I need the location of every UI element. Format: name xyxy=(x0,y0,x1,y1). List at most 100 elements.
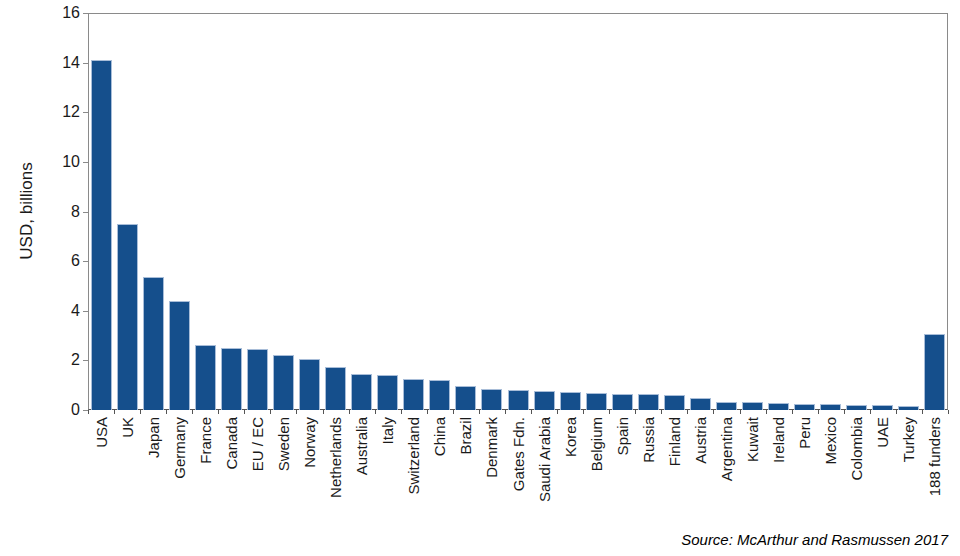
x-axis-label: Colombia xyxy=(848,417,865,480)
bar xyxy=(351,374,372,410)
x-tick-mark xyxy=(609,410,610,414)
x-tick-mark xyxy=(270,410,271,414)
x-tick-mark xyxy=(505,410,506,414)
x-axis-label: Sweden xyxy=(275,417,292,471)
bar xyxy=(612,394,633,410)
y-tick-label: 8 xyxy=(36,203,80,221)
x-axis-label: Mexico xyxy=(822,417,839,465)
bar xyxy=(481,389,502,410)
x-tick-mark xyxy=(427,410,428,414)
bar xyxy=(924,334,945,410)
x-axis-label: Russia xyxy=(640,417,657,463)
bar xyxy=(664,395,685,410)
y-tick-label: 14 xyxy=(36,54,80,72)
bar xyxy=(820,404,841,410)
x-axis-label: UAE xyxy=(874,417,891,448)
y-tick-mark xyxy=(83,63,88,64)
x-axis-label: 188 funders xyxy=(926,417,943,496)
x-axis-label: Italy xyxy=(379,417,396,445)
x-tick-mark xyxy=(818,410,819,414)
bar xyxy=(898,406,919,410)
y-tick-label: 16 xyxy=(36,4,80,22)
x-tick-mark xyxy=(453,410,454,414)
bar xyxy=(377,375,398,410)
x-axis-label: Kuwait xyxy=(744,417,761,462)
x-axis-label: China xyxy=(431,417,448,456)
bar xyxy=(846,405,867,410)
y-tick-label: 10 xyxy=(36,153,80,171)
x-tick-mark xyxy=(713,410,714,414)
x-axis-label: France xyxy=(197,417,214,464)
x-tick-mark xyxy=(635,410,636,414)
x-axis-label: EU / EC xyxy=(249,417,266,471)
bar xyxy=(455,386,476,410)
x-axis-label: UK xyxy=(119,417,136,438)
x-tick-mark xyxy=(166,410,167,414)
x-tick-mark xyxy=(401,410,402,414)
bar xyxy=(91,60,112,410)
bar xyxy=(508,390,529,410)
y-axis-title: USD, billions xyxy=(17,162,37,259)
x-axis-label: Switzerland xyxy=(405,417,422,495)
bar xyxy=(534,391,555,410)
x-axis-label: Norway xyxy=(301,417,318,468)
x-axis-label: Finland xyxy=(666,417,683,466)
x-tick-mark xyxy=(740,410,741,414)
x-tick-mark xyxy=(192,410,193,414)
plot-area xyxy=(88,13,948,410)
bar xyxy=(221,348,242,410)
y-tick-mark xyxy=(83,13,88,14)
bar xyxy=(716,402,737,410)
bar xyxy=(586,393,607,410)
bar xyxy=(872,405,893,410)
y-tick-label: 2 xyxy=(36,351,80,369)
x-tick-mark xyxy=(661,410,662,414)
x-tick-mark xyxy=(349,410,350,414)
x-axis-label: Belgium xyxy=(588,417,605,471)
x-axis-label: Japan xyxy=(145,417,162,458)
y-tick-mark xyxy=(83,311,88,312)
x-tick-mark xyxy=(557,410,558,414)
y-tick-mark xyxy=(83,261,88,262)
x-tick-mark xyxy=(687,410,688,414)
x-axis-label: Canada xyxy=(223,417,240,470)
x-tick-mark xyxy=(896,410,897,414)
bar xyxy=(195,345,216,410)
y-tick-label: 4 xyxy=(36,302,80,320)
y-tick-mark xyxy=(83,212,88,213)
x-tick-mark xyxy=(792,410,793,414)
x-tick-mark xyxy=(88,410,89,414)
bar xyxy=(299,359,320,410)
x-axis-label: Turkey xyxy=(900,417,917,462)
x-axis-label: Argentina xyxy=(718,417,735,481)
x-tick-mark xyxy=(296,410,297,414)
source-note: Source: McArthur and Rasmussen 2017 xyxy=(681,531,948,548)
x-axis-label: USA xyxy=(93,417,110,448)
x-tick-mark xyxy=(766,410,767,414)
bar xyxy=(143,277,164,410)
x-tick-mark xyxy=(218,410,219,414)
bar xyxy=(560,392,581,410)
bar xyxy=(273,355,294,410)
x-axis-label: Peru xyxy=(796,417,813,449)
y-tick-label: 6 xyxy=(36,252,80,270)
x-axis-label: Australia xyxy=(353,417,370,475)
y-tick-mark xyxy=(83,360,88,361)
bar xyxy=(794,404,815,410)
bar xyxy=(403,379,424,410)
x-tick-mark xyxy=(948,410,949,414)
y-tick-mark xyxy=(83,162,88,163)
x-tick-mark xyxy=(844,410,845,414)
bar xyxy=(325,367,346,410)
x-tick-mark xyxy=(531,410,532,414)
bar xyxy=(429,380,450,410)
bar xyxy=(768,403,789,410)
x-axis-label: Austria xyxy=(692,417,709,464)
y-tick-mark xyxy=(83,112,88,113)
x-tick-mark xyxy=(323,410,324,414)
bar-chart: USD, billions Source: McArthur and Rasmu… xyxy=(0,0,960,556)
bar xyxy=(169,301,190,410)
bar xyxy=(117,224,138,410)
x-axis-label: Ireland xyxy=(770,417,787,463)
x-axis-label: Germany xyxy=(171,417,188,479)
